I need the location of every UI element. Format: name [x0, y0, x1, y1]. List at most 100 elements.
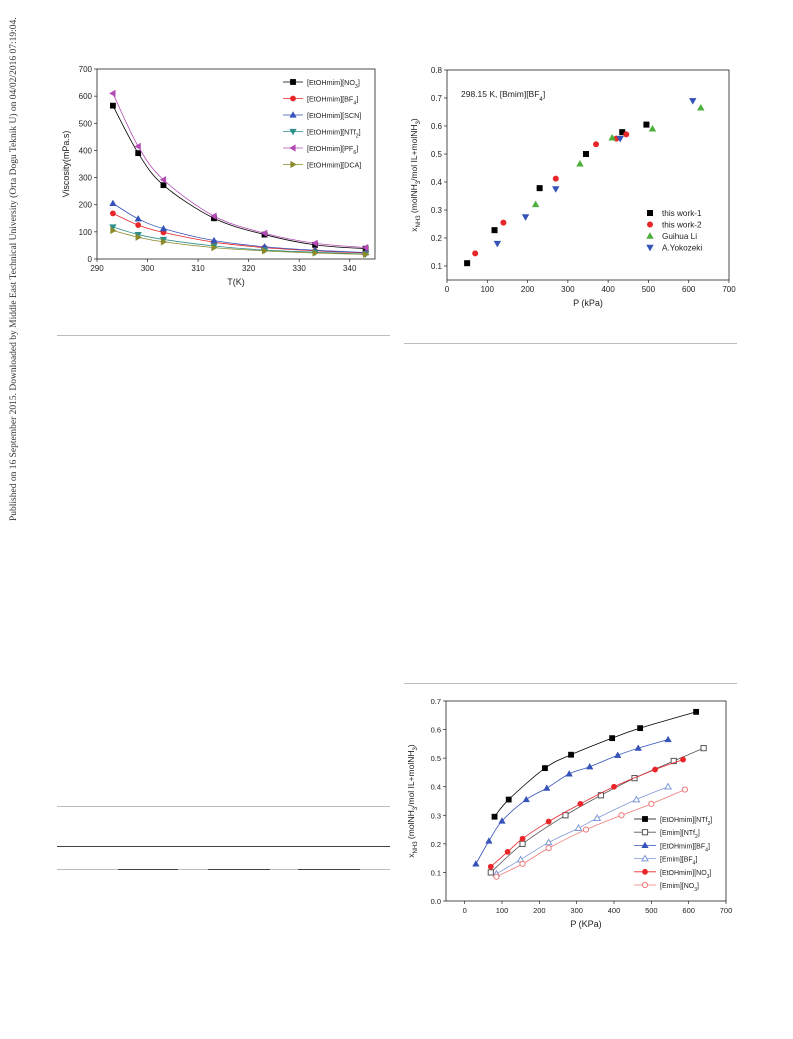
- data-point: [210, 212, 217, 220]
- x-tick-label: 400: [601, 285, 615, 294]
- y-axis-label: xNH3 (molNH3/mol IL+molNH3): [409, 118, 422, 232]
- data-point: [608, 133, 616, 141]
- data-point: [652, 766, 658, 773]
- data-point: [109, 224, 117, 231]
- viscosity-chart: 290 300 310 320 330 340 0 100 200 300 400 500 600 700…: [55, 55, 385, 320]
- data-point: [611, 783, 617, 790]
- y-tick-label: 100: [79, 228, 93, 237]
- data-point: [689, 98, 697, 105]
- legend-label: [EtOHmim][BF4]: [660, 843, 710, 853]
- data-point: [135, 222, 142, 228]
- data-point: [160, 182, 167, 189]
- data-point: [646, 244, 654, 252]
- data-point: [110, 210, 116, 217]
- y-tick-label: 0.5: [431, 754, 441, 763]
- data-point: [531, 200, 540, 208]
- data-point: [632, 795, 641, 803]
- data-point: [290, 79, 296, 85]
- legend-label: [Emim][BF4]: [660, 857, 697, 867]
- data-point: [289, 128, 297, 136]
- data-point: [576, 159, 584, 167]
- y-tick-label: 0: [88, 255, 93, 264]
- data-point: [491, 227, 498, 234]
- data-point: [522, 795, 530, 803]
- x-tick-label: 300: [570, 906, 583, 915]
- table-rule: [208, 869, 270, 870]
- y-tick-label: 0.4: [431, 783, 441, 792]
- data-point: [464, 260, 471, 267]
- data-point: [493, 873, 500, 880]
- data-point: [311, 239, 318, 247]
- solubility-comparison-chart: 0 100 200 300 400 500 600 700 0.1 0.2 0.3 0.4 0.5 0.6…: [403, 58, 738, 328]
- x-tick-label: 400: [608, 906, 621, 915]
- data-point: [552, 175, 559, 182]
- data-point: [648, 124, 657, 132]
- x-tick-label: 700: [720, 906, 733, 915]
- data-point: [642, 816, 648, 822]
- y-tick-label: 0.3: [431, 206, 443, 215]
- data-point: [568, 751, 574, 758]
- data-point: [543, 784, 551, 791]
- legend-label: A.Yokozeki: [662, 244, 702, 253]
- legend-label: [EtOHmim][NTf2]: [660, 817, 712, 827]
- legend-label: Guihua Li: [662, 232, 697, 241]
- data-point: [618, 812, 625, 819]
- x-tick-label: 0: [445, 285, 450, 294]
- data-point: [642, 868, 648, 875]
- x-tick-label: 0: [463, 906, 467, 915]
- x-tick-label: 100: [496, 906, 509, 915]
- legend-label: [EtOHmim][DCA]: [307, 161, 361, 170]
- series-line: [490, 747, 704, 873]
- data-point: [290, 160, 297, 169]
- table-rule: [118, 869, 178, 870]
- y-tick-label: 200: [79, 201, 93, 210]
- x-axis-label: P (KPa): [570, 919, 601, 929]
- x-tick-label: 500: [642, 285, 656, 294]
- data-point: [700, 745, 707, 752]
- legend-label: this work-1: [662, 209, 702, 218]
- y-tick-label: 0.0: [431, 897, 441, 906]
- x-tick-label: 310: [191, 264, 205, 273]
- data-point: [641, 829, 649, 836]
- data-point: [110, 226, 117, 235]
- series-line: [112, 213, 366, 254]
- x-tick-label: 600: [682, 285, 696, 294]
- x-tick-label: 340: [343, 264, 357, 273]
- y-tick-label: 0.2: [431, 840, 441, 849]
- x-tick-label: 600: [682, 906, 695, 915]
- x-tick-label: 320: [242, 264, 256, 273]
- y-tick-label: 600: [79, 92, 93, 101]
- legend-label: [Emim][NO3]: [660, 883, 699, 893]
- data-point: [211, 243, 218, 252]
- data-point: [582, 151, 589, 158]
- data-point: [693, 708, 700, 715]
- y-tick-label: 0.3: [431, 811, 441, 820]
- data-point: [498, 817, 506, 824]
- y-tick-label: 300: [79, 174, 93, 183]
- data-point: [544, 838, 553, 846]
- data-point: [519, 840, 526, 847]
- x-tick-label: 500: [645, 906, 658, 915]
- y-tick-label: 0.1: [431, 262, 443, 271]
- data-point: [493, 240, 502, 248]
- data-point: [582, 826, 590, 833]
- x-axis-label: T(K): [227, 277, 245, 287]
- divider: [57, 806, 390, 807]
- plot-frame: [445, 700, 727, 902]
- y-tick-label: 0.7: [431, 94, 443, 103]
- y-axis-label: xNH3 (molNH3/mol IL+molNH3): [406, 744, 419, 858]
- data-point: [681, 786, 689, 793]
- data-point: [505, 796, 512, 803]
- data-point: [664, 782, 673, 790]
- series-line: [490, 759, 684, 868]
- legend-label: [EtOHmim][NTf2]: [307, 128, 361, 140]
- data-point: [664, 735, 672, 743]
- chart-annotation: 298.15 K, [Bmim][BF4]: [461, 89, 545, 103]
- y-tick-label: 700: [79, 65, 93, 74]
- y-tick-label: 0.4: [431, 178, 443, 187]
- solubility-comparison-chart-svg: 0 100 200 300 400 500 600 700 0.1 0.2 0.3 0.4 0.5 0.6…: [409, 66, 736, 308]
- data-point: [545, 845, 552, 852]
- y-tick-label: 0.6: [431, 726, 441, 735]
- viscosity-chart-svg: 290 300 310 320 330 340 0 100 200 300 400 500 600 700…: [61, 65, 376, 287]
- data-point: [643, 121, 650, 128]
